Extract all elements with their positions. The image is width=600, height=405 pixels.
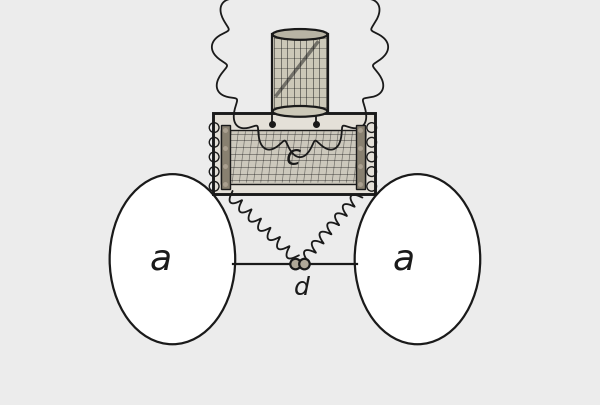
Text: $c$: $c$ — [286, 144, 302, 171]
Bar — [221, 125, 230, 189]
Bar — [213, 113, 375, 194]
Text: $a$: $a$ — [392, 242, 414, 276]
Bar — [221, 130, 365, 184]
Bar — [356, 125, 365, 189]
Text: $d$: $d$ — [293, 277, 311, 301]
Text: $a$: $a$ — [149, 242, 171, 276]
Circle shape — [299, 259, 310, 269]
Ellipse shape — [272, 106, 328, 117]
Ellipse shape — [110, 174, 235, 344]
Ellipse shape — [272, 29, 328, 40]
Circle shape — [290, 259, 301, 269]
Bar — [272, 34, 328, 111]
Ellipse shape — [355, 174, 480, 344]
